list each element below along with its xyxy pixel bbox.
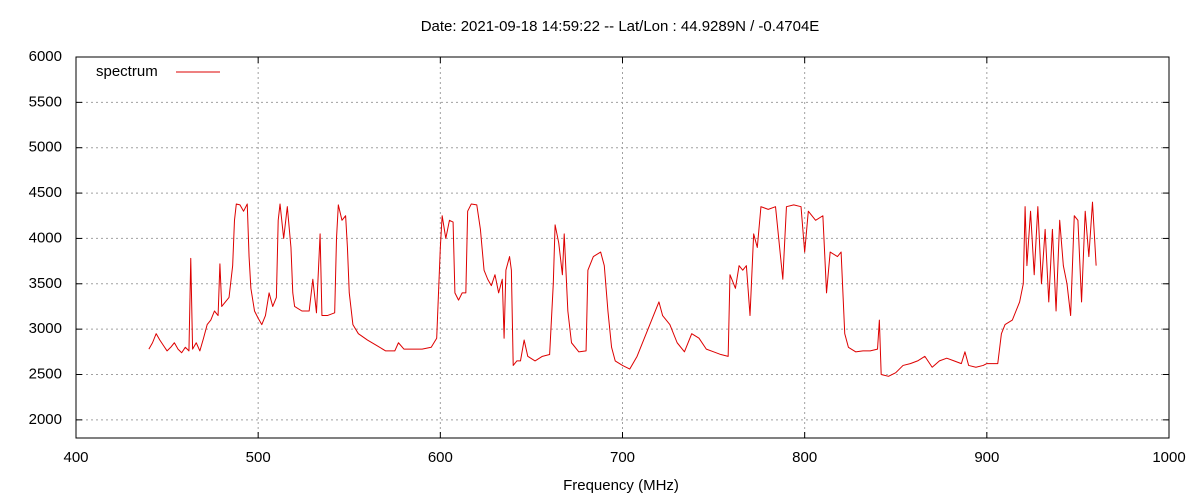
y-tick-label: 5000: [29, 139, 62, 156]
x-tick-label: 800: [792, 449, 817, 466]
x-axis-label: Frequency (MHz): [563, 477, 679, 494]
y-tick-label: 6000: [29, 48, 62, 65]
x-tick-label: 700: [610, 449, 635, 466]
x-tick-label: 1000: [1152, 449, 1185, 466]
legend-label: spectrum: [96, 63, 158, 80]
y-tick-label: 5500: [29, 93, 62, 110]
x-tick-label: 600: [428, 449, 453, 466]
spectrum-line: [148, 201, 1097, 377]
y-tick-label: 3500: [29, 275, 62, 292]
x-tick-label: 500: [246, 449, 271, 466]
y-tick-label: 2000: [29, 411, 62, 428]
plot-frame: [75, 56, 1170, 439]
chart-title: Date: 2021-09-18 14:59:22 -- Lat/Lon : 4…: [421, 18, 820, 35]
y-tick-label: 2500: [29, 365, 62, 382]
x-tick-label: 900: [974, 449, 999, 466]
y-tick-label: 3000: [29, 320, 62, 337]
y-tick-label: 4000: [29, 229, 62, 246]
y-tick-label: 4500: [29, 184, 62, 201]
x-tick-label: 400: [63, 449, 88, 466]
